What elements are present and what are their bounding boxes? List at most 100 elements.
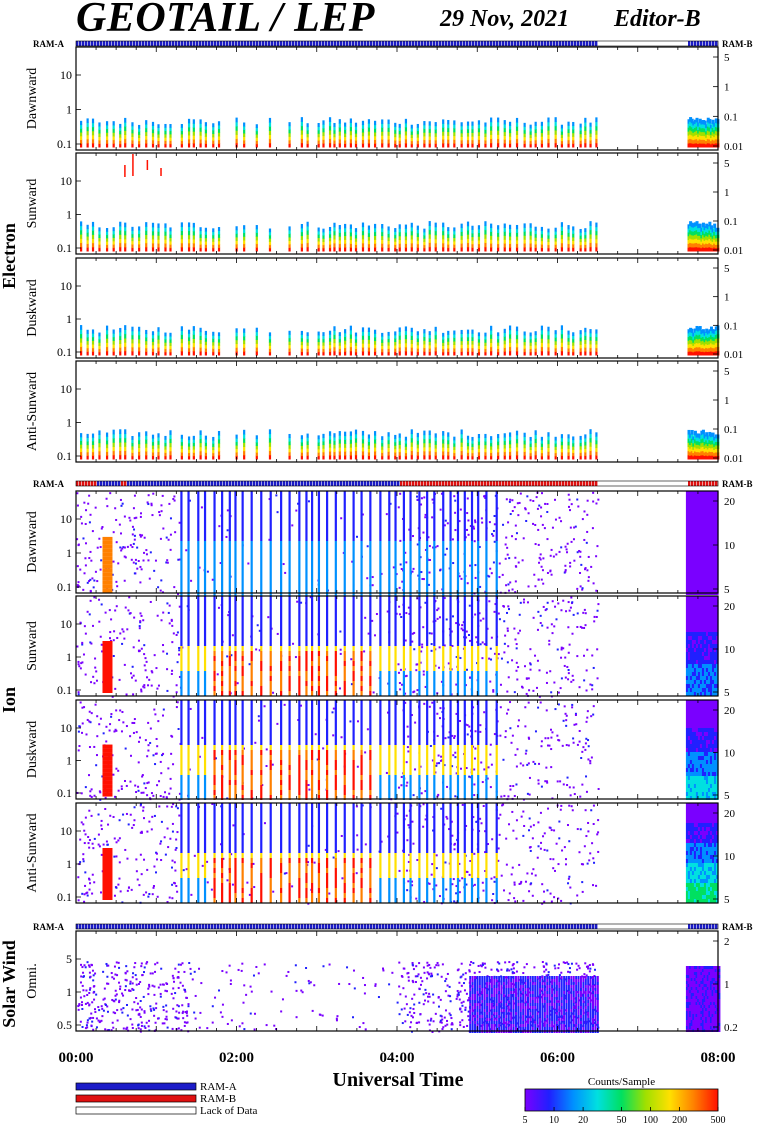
- ram-segment: [649, 41, 652, 46]
- spectrogram-cell: [162, 591, 165, 594]
- spectrogram-cell: [119, 127, 122, 132]
- ram-segment: [382, 924, 385, 929]
- spectrogram-cell: [343, 571, 346, 576]
- spectrogram-cell: [217, 132, 221, 137]
- spectrogram-cell: [595, 589, 598, 592]
- spectrogram-cell: [310, 526, 314, 531]
- spectrogram-cell: [151, 139, 155, 144]
- spectrogram-cell: [328, 334, 332, 339]
- spectrogram-cell: [306, 230, 309, 235]
- spectrogram-cell: [322, 231, 325, 236]
- ram-segment: [673, 41, 676, 46]
- spectrogram-cell: [687, 332, 691, 338]
- ram-segment: [628, 41, 631, 46]
- spectrogram-cell: [711, 503, 715, 507]
- ram-segment: [121, 481, 124, 486]
- spectrogram-cell: [707, 535, 711, 539]
- spectrogram-cell: [705, 535, 709, 539]
- ram-segment: [379, 481, 382, 486]
- spectrogram-cell: [91, 122, 95, 128]
- spectrogram-cell: [328, 138, 332, 144]
- spectrogram-cell: [691, 563, 695, 567]
- ram-segment: [406, 481, 409, 486]
- spectrogram-cell: [80, 337, 83, 343]
- ram-segment: [379, 41, 382, 46]
- spectrogram-cell: [428, 454, 431, 460]
- spectrogram-cell: [698, 452, 702, 457]
- ram-segment: [616, 924, 619, 929]
- ram-segment: [481, 924, 484, 929]
- ram-segment: [490, 41, 493, 46]
- spectrogram-cell: [713, 579, 717, 583]
- spectrogram-cell: [157, 331, 160, 336]
- spectrogram-cell: [709, 507, 713, 511]
- spectrogram-cell: [440, 492, 443, 495]
- spectrogram-cell: [105, 432, 109, 437]
- ram-segment: [433, 481, 436, 486]
- ram-segment: [139, 41, 142, 46]
- spectrogram-cell: [695, 130, 699, 136]
- spectrogram-cell: [361, 246, 365, 252]
- spectrogram-cell: [180, 334, 183, 340]
- spectrogram-cell: [687, 329, 691, 334]
- spectrogram-cell: [197, 511, 200, 516]
- spectrogram-cell: [138, 226, 141, 231]
- spectrogram-cell: [105, 244, 109, 249]
- spectrogram-cell: [515, 434, 519, 440]
- spectrogram-cell: [493, 523, 496, 526]
- spectrogram-cell: [98, 240, 101, 245]
- spectrogram-cell: [404, 134, 408, 140]
- spectrogram-cell: [398, 437, 401, 442]
- spectrogram-cell: [119, 331, 122, 337]
- ram-segment: [508, 924, 511, 929]
- ram-segment: [430, 41, 433, 46]
- y-tick-label: 1: [66, 208, 72, 222]
- spectrogram-cell: [96, 580, 99, 583]
- ram-segment: [253, 924, 256, 929]
- spectrogram-cell: [471, 132, 474, 137]
- spectrogram-cell: [554, 138, 557, 144]
- spectrogram-cell: [145, 455, 148, 460]
- ram-segment: [334, 924, 337, 929]
- spectrogram-cell: [549, 570, 552, 573]
- spectrogram-cell: [410, 246, 413, 252]
- spectrogram-cell: [703, 444, 707, 449]
- spectrogram-cell: [508, 455, 512, 460]
- ram-segment: [175, 924, 178, 929]
- spectrogram-cell: [392, 566, 395, 569]
- spectrogram-cell: [477, 433, 481, 439]
- spectrogram-cell: [442, 336, 445, 340]
- spectrogram-cell: [212, 345, 215, 349]
- ram-segment: [586, 481, 589, 486]
- ram-segment: [202, 924, 205, 929]
- spectrogram-cell: [706, 435, 710, 440]
- spectrogram-cell: [584, 434, 587, 439]
- spectrogram-cell: [460, 122, 463, 127]
- spectrogram-cell: [288, 226, 291, 231]
- spectrogram-cell: [300, 235, 303, 240]
- spectrogram-cell: [477, 338, 481, 343]
- spectrogram-cell: [700, 438, 704, 444]
- spectrogram-cell: [268, 234, 272, 239]
- spectrogram-cell: [419, 556, 422, 559]
- spectrogram-cell: [317, 586, 321, 591]
- spectrogram-cell: [713, 583, 717, 587]
- spectrogram-cell: [199, 442, 202, 448]
- spectrogram-cell: [567, 455, 570, 460]
- spectrogram-cell: [503, 120, 506, 125]
- spectrogram-cell: [412, 567, 415, 570]
- spectrogram-cell: [367, 339, 371, 344]
- ram-segment: [373, 924, 376, 929]
- spectrogram-cell: [187, 452, 191, 457]
- ram-segment: [652, 924, 655, 929]
- ram-segment: [304, 481, 307, 486]
- spectrogram-cell: [280, 581, 283, 586]
- spectrogram-cell: [692, 439, 696, 444]
- spectrogram-cell: [204, 136, 208, 141]
- spectrogram-cell: [98, 237, 101, 242]
- spectrogram-cell: [280, 551, 283, 556]
- spectrogram-cell: [235, 121, 238, 127]
- spectrogram-cell: [503, 139, 506, 144]
- spectrogram-cell: [460, 139, 463, 144]
- spectrogram-cell: [689, 229, 693, 235]
